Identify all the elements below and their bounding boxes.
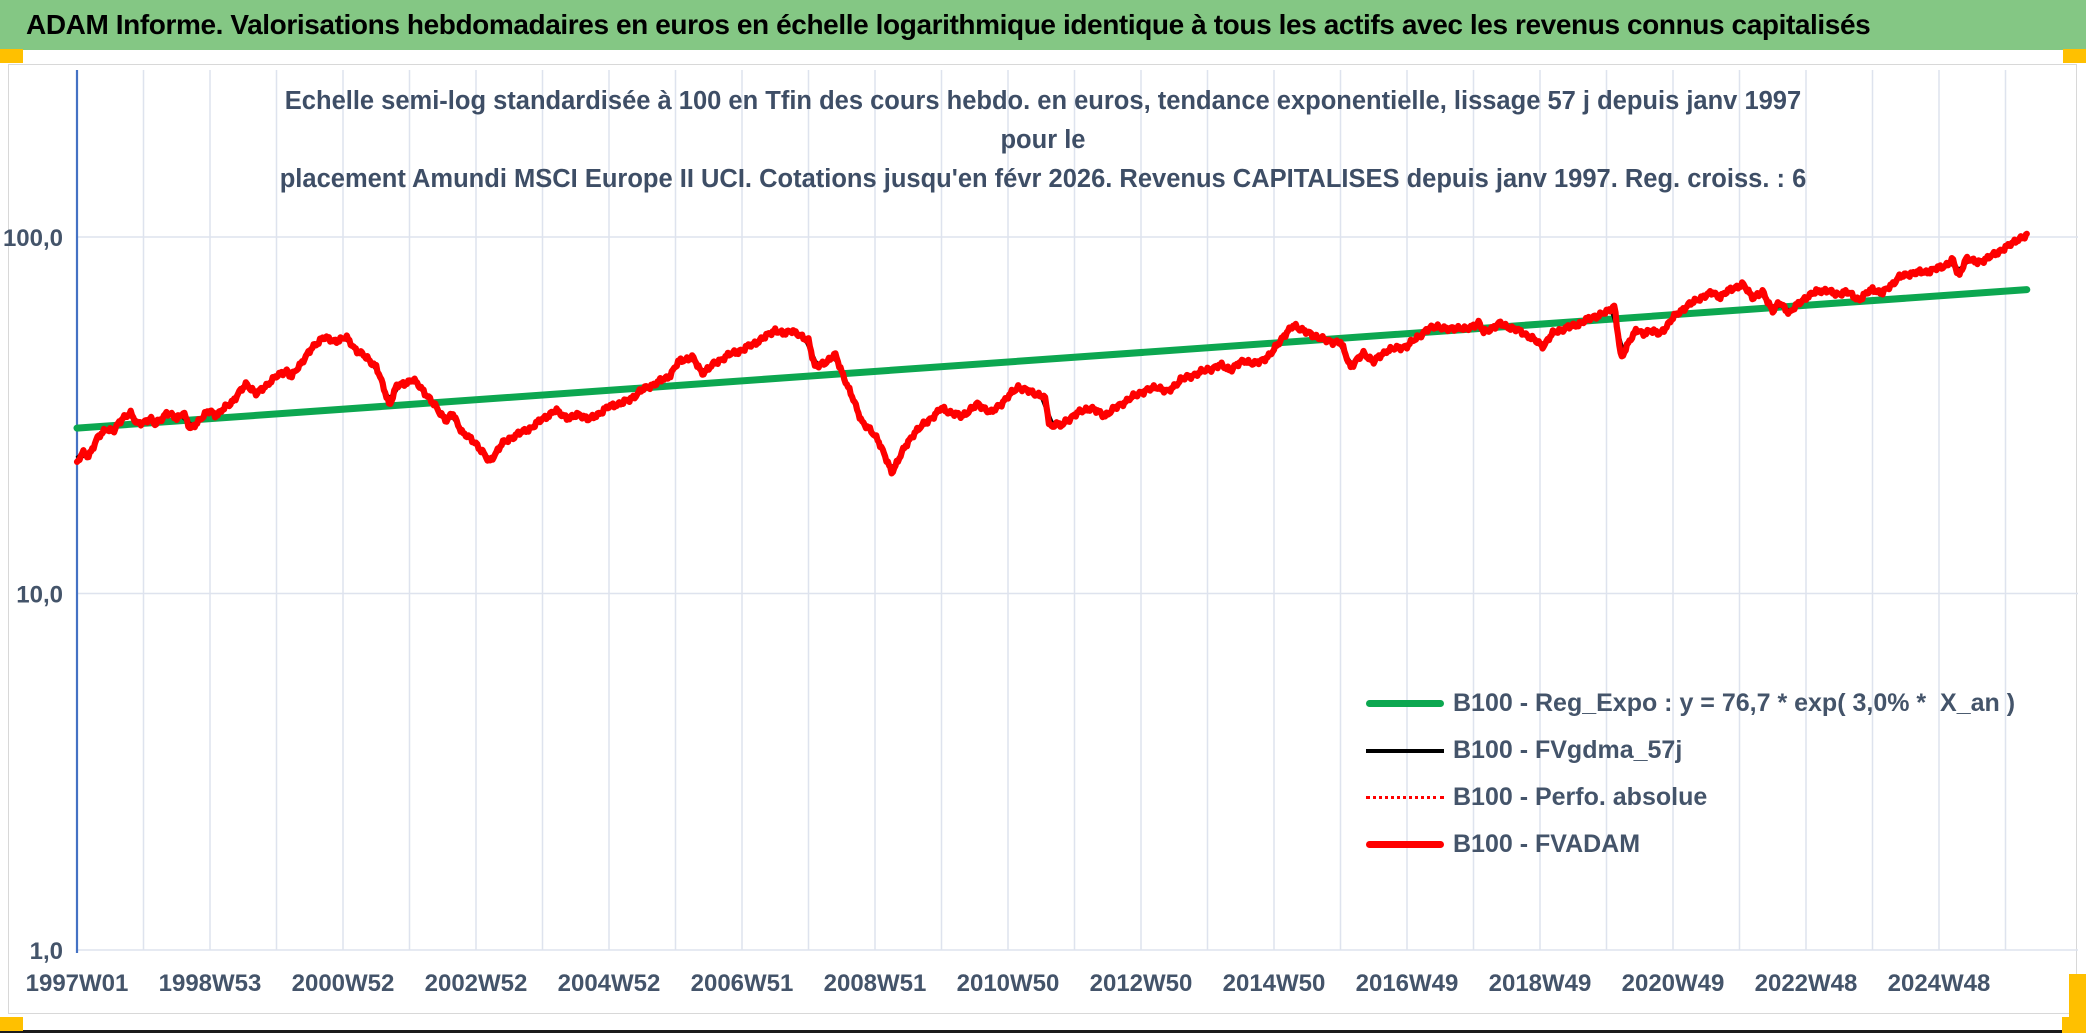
- accent-top-right: [2063, 49, 2086, 63]
- accent-bottom-left: [0, 1017, 23, 1031]
- chart-legend: B100 - Reg_Expo : y = 76,7 * exp( 3,0% *…: [1366, 680, 2015, 868]
- chart-title-line1: Echelle semi-log standardisée à 100 en T…: [284, 87, 1802, 154]
- legend-label: B100 - Perfo. absolue: [1453, 783, 1708, 811]
- legend-label: B100 - FVADAM: [1453, 830, 1641, 858]
- legend-item: B100 - Perfo. absolue: [1366, 774, 2015, 821]
- accent-bottom-right: [2062, 1017, 2086, 1033]
- legend-red-dotted-swatch-icon: [1366, 796, 1444, 799]
- legend-black-thin-swatch-icon: [1366, 748, 1444, 753]
- legend-green-solid-swatch-icon: [1366, 700, 1444, 707]
- legend-label: B100 - FVgdma_57j: [1453, 736, 1683, 764]
- chart-title: Echelle semi-log standardisée à 100 en T…: [278, 82, 1808, 199]
- legend-red-solid-swatch-icon: [1366, 841, 1444, 848]
- report-title: ADAM Informe. Valorisations hebdomadaire…: [26, 9, 1871, 40]
- legend-label: B100 - Reg_Expo : y = 76,7 * exp( 3,0% *…: [1453, 689, 2016, 717]
- legend-item: B100 - Reg_Expo : y = 76,7 * exp( 3,0% *…: [1366, 680, 2015, 727]
- chart-title-line2: placement Amundi MSCI Europe II UCI. Cot…: [279, 165, 1807, 193]
- accent-top-left: [0, 49, 23, 63]
- legend-item: B100 - FVgdma_57j: [1366, 727, 2015, 774]
- chart-area: [8, 64, 2077, 1014]
- legend-item: B100 - FVADAM: [1366, 821, 2015, 868]
- report-title-bar: ADAM Informe. Valorisations hebdomadaire…: [0, 0, 2086, 50]
- window-bottom-edge: [0, 1030, 2086, 1033]
